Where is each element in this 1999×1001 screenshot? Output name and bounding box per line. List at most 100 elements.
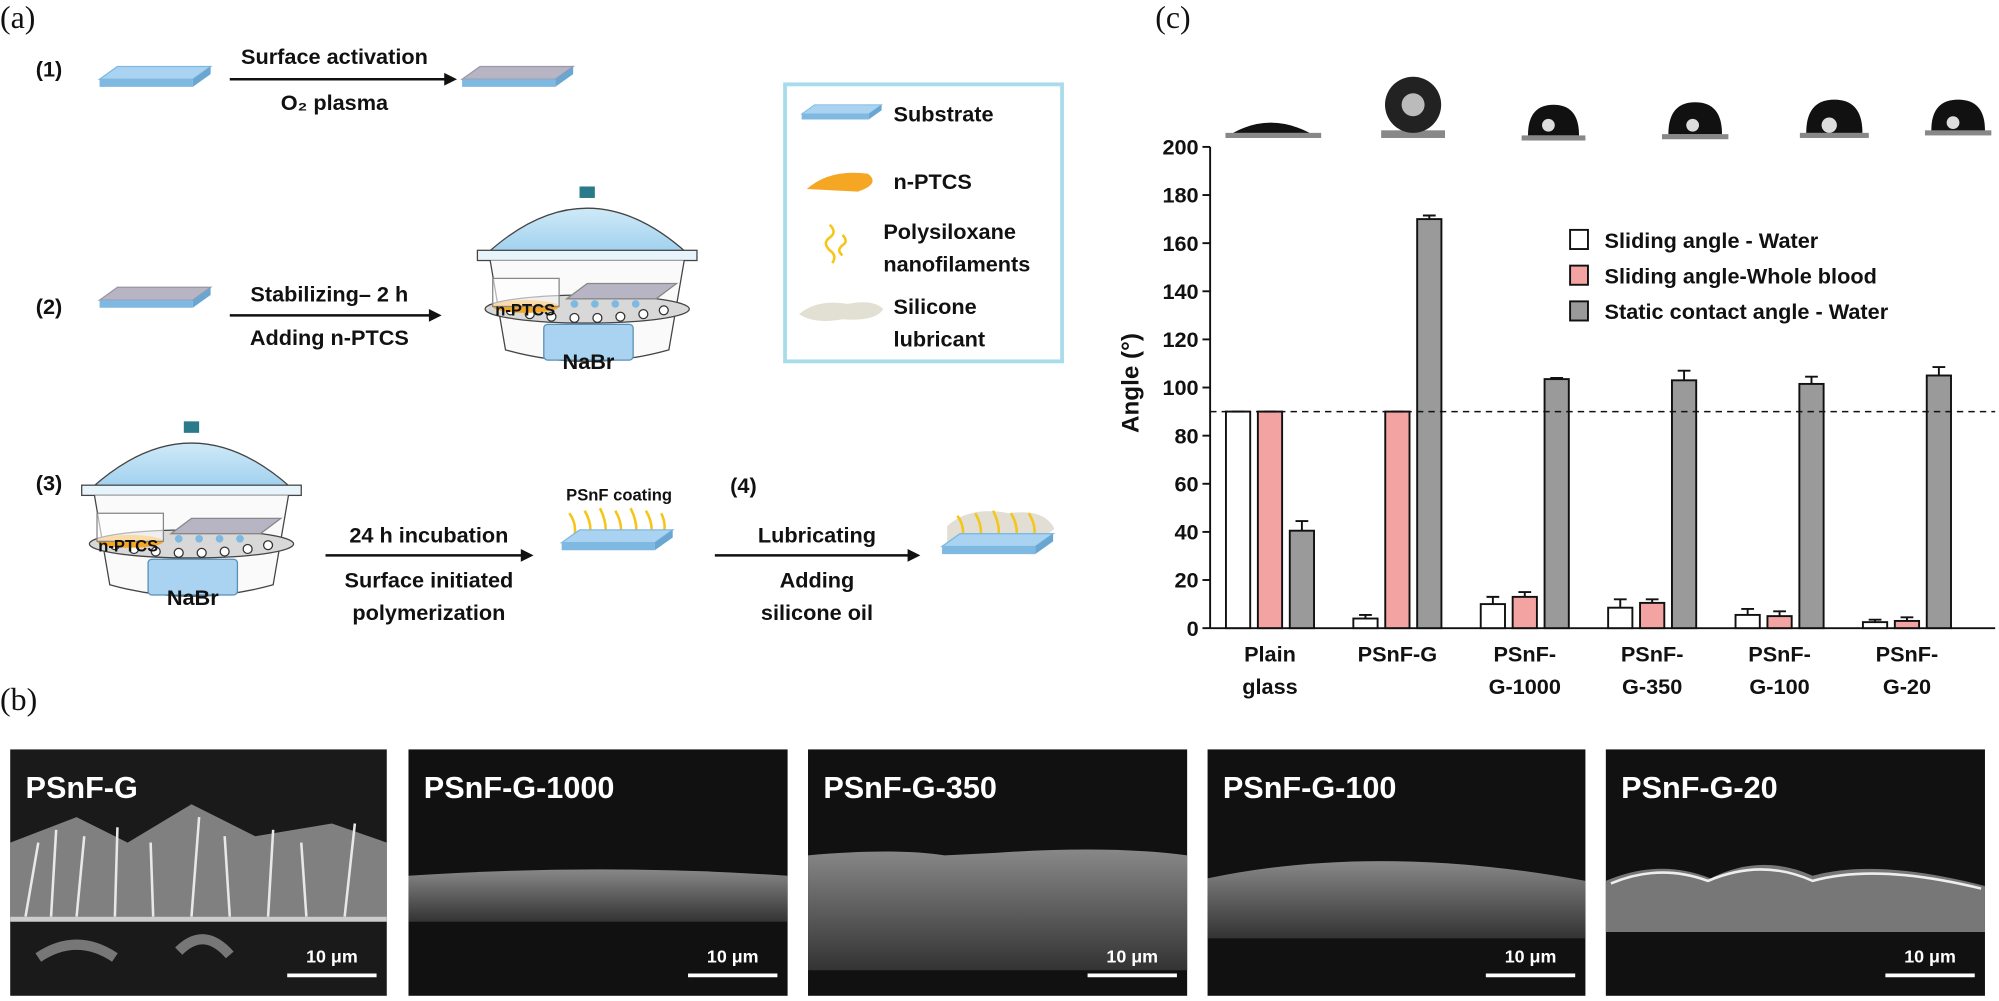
error-bar [1422, 214, 1436, 220]
x-tick-label: PSnF- G-20 [1876, 641, 1939, 699]
step-text: Surface activation [241, 44, 428, 69]
arrow-head [520, 549, 534, 562]
text-line: lubricant [894, 327, 986, 352]
step-text: Surface initiated polymerization [345, 567, 514, 625]
y-tick-label: 140 [1162, 279, 1198, 304]
legend-text: Polysiloxane nanofilaments [883, 219, 1030, 277]
arrow-head [428, 309, 442, 322]
legend-swatch [1569, 228, 1589, 250]
legend-icon [806, 172, 873, 192]
bar [1671, 379, 1698, 630]
y-tick-label: 180 [1162, 183, 1198, 208]
step-text: O₂ plasma [281, 90, 389, 115]
error-bar [1295, 520, 1309, 531]
scale-bar-label: 10 μm [1106, 947, 1158, 967]
step-text: Lubricating [758, 523, 876, 548]
sem-panel [808, 749, 1188, 996]
sem-label: PSnF-G-1000 [424, 771, 615, 805]
legend-swatch [1569, 264, 1589, 286]
error-bar [1359, 613, 1372, 619]
text-line: Surface initiated [345, 567, 514, 592]
sem-label: PSnF-G [26, 771, 138, 805]
bar [1925, 374, 1952, 630]
text-line: PSnF- [1748, 641, 1811, 666]
legend-icon [799, 302, 884, 321]
text-line: glass [1242, 674, 1297, 699]
step-label: (1) [36, 57, 63, 82]
sem-label: PSnF-G-20 [1621, 771, 1778, 805]
arrow-head [907, 549, 921, 562]
bar [1639, 601, 1666, 630]
text-line: polymerization [352, 600, 505, 625]
error-bar [1645, 598, 1659, 603]
sem-label: PSnF-G-100 [1223, 771, 1397, 805]
y-axis-label: Angle (°) [1118, 333, 1145, 433]
arrow-head [444, 72, 457, 86]
sem-label: PSnF-G-350 [823, 771, 997, 805]
salt-label: NaBr [167, 585, 219, 610]
dish-label: n-PTCS [495, 300, 555, 319]
error-bar [1773, 610, 1786, 617]
legend-icon [824, 223, 847, 264]
error-bar [1613, 598, 1627, 608]
bar [1511, 595, 1538, 630]
bar [1288, 529, 1315, 630]
scale-bar-label: 10 μm [1904, 947, 1956, 967]
y-tick-label: 120 [1162, 327, 1198, 352]
x-tick-label: PSnF- G-1000 [1489, 641, 1561, 699]
step-label: (2) [36, 294, 63, 319]
coated-substrate [561, 507, 674, 551]
legend-text: Silicone lubricant [894, 294, 986, 352]
text-line: PSnF- [1493, 641, 1556, 666]
text-line: G-20 [1883, 674, 1931, 699]
substrate-icon [98, 65, 212, 88]
text-line: PSnF- [1876, 641, 1939, 666]
sem-panel [10, 749, 387, 996]
sem-panel [1605, 749, 1985, 996]
scale-bar-label: 10 μm [1505, 947, 1557, 967]
bar [1734, 613, 1761, 630]
y-tick-label: 0 [1187, 616, 1199, 641]
y-tick-label: 80 [1175, 423, 1199, 448]
text-line: nanofilaments [883, 251, 1030, 276]
bar [1256, 410, 1284, 630]
y-tick-label: 200 [1162, 135, 1198, 160]
text-line: PSnF- [1621, 641, 1684, 666]
text-line: G-350 [1622, 674, 1682, 699]
bar [1479, 603, 1506, 630]
bar [1352, 617, 1379, 630]
legend-text: Substrate [894, 101, 994, 126]
scale-bar-label: 10 μm [707, 947, 759, 967]
bar [1543, 378, 1570, 630]
desiccator [476, 185, 698, 362]
bar [1224, 410, 1252, 630]
y-tick-label: 40 [1175, 520, 1199, 545]
x-tick-label: PSnF- G-350 [1621, 641, 1684, 699]
step-label: (4) [730, 473, 757, 498]
text-line: Silicone [894, 294, 977, 319]
text-line: Plain [1244, 641, 1296, 666]
error-bar [1741, 607, 1755, 615]
text-line: G-100 [1749, 674, 1809, 699]
bar [1861, 621, 1889, 630]
sem-panel [408, 749, 788, 996]
y-tick-label: 20 [1175, 568, 1199, 593]
lubricated-substrate [941, 510, 1055, 555]
legend-label: Static contact angle - Water [1605, 299, 1889, 324]
x-tick-label: PSnF- G-100 [1748, 641, 1811, 699]
step-text: Adding n-PTCS [250, 325, 409, 350]
x-tick-label: Plain glass [1242, 641, 1297, 699]
substrate-icon [98, 286, 212, 309]
bar-chart: 0 20 40 60 80 100 120 140 160 180 200 Angle (°) Plai… [1118, 135, 1996, 699]
panel-label: (b) [0, 682, 37, 717]
bar [1384, 410, 1411, 630]
error-bar [1868, 618, 1882, 623]
error-bar [1805, 375, 1818, 384]
error-bar [1677, 369, 1691, 381]
y-tick-label: 160 [1162, 231, 1198, 256]
legend-swatch [1569, 300, 1589, 322]
legend-text: n-PTCS [894, 169, 972, 194]
scale-bar-label: 10 μm [306, 947, 358, 967]
legend-box [783, 82, 1064, 364]
